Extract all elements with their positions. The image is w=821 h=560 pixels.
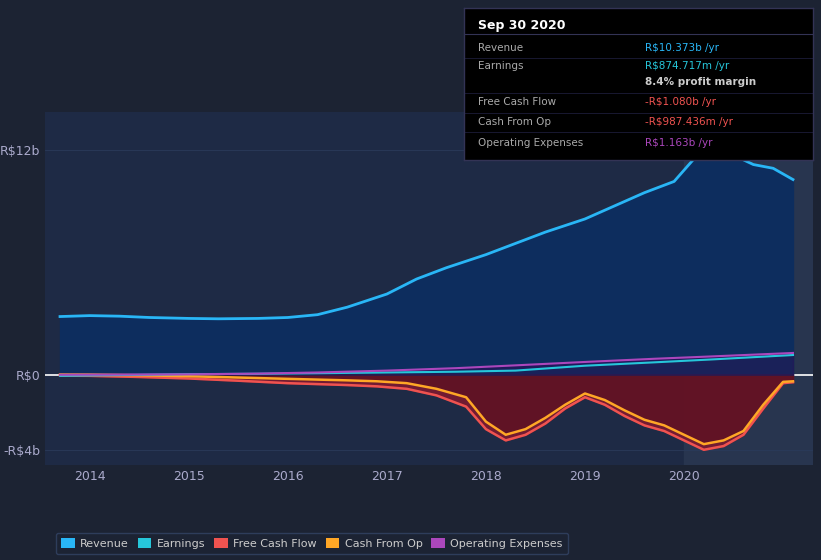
Text: R$874.717m /yr: R$874.717m /yr — [645, 61, 730, 71]
Text: Free Cash Flow: Free Cash Flow — [478, 97, 556, 107]
Text: Revenue: Revenue — [478, 43, 523, 53]
Legend: Revenue, Earnings, Free Cash Flow, Cash From Op, Operating Expenses: Revenue, Earnings, Free Cash Flow, Cash … — [56, 533, 568, 554]
Text: Cash From Op: Cash From Op — [478, 117, 551, 127]
Text: 8.4% profit margin: 8.4% profit margin — [645, 77, 756, 87]
Text: R$1.163b /yr: R$1.163b /yr — [645, 138, 713, 148]
Text: R$10.373b /yr: R$10.373b /yr — [645, 43, 719, 53]
Text: Sep 30 2020: Sep 30 2020 — [478, 19, 566, 32]
Text: -R$1.080b /yr: -R$1.080b /yr — [645, 97, 716, 107]
Bar — [684, 112, 813, 465]
Text: -R$987.436m /yr: -R$987.436m /yr — [645, 117, 733, 127]
Text: Earnings: Earnings — [478, 61, 523, 71]
Text: Operating Expenses: Operating Expenses — [478, 138, 583, 148]
